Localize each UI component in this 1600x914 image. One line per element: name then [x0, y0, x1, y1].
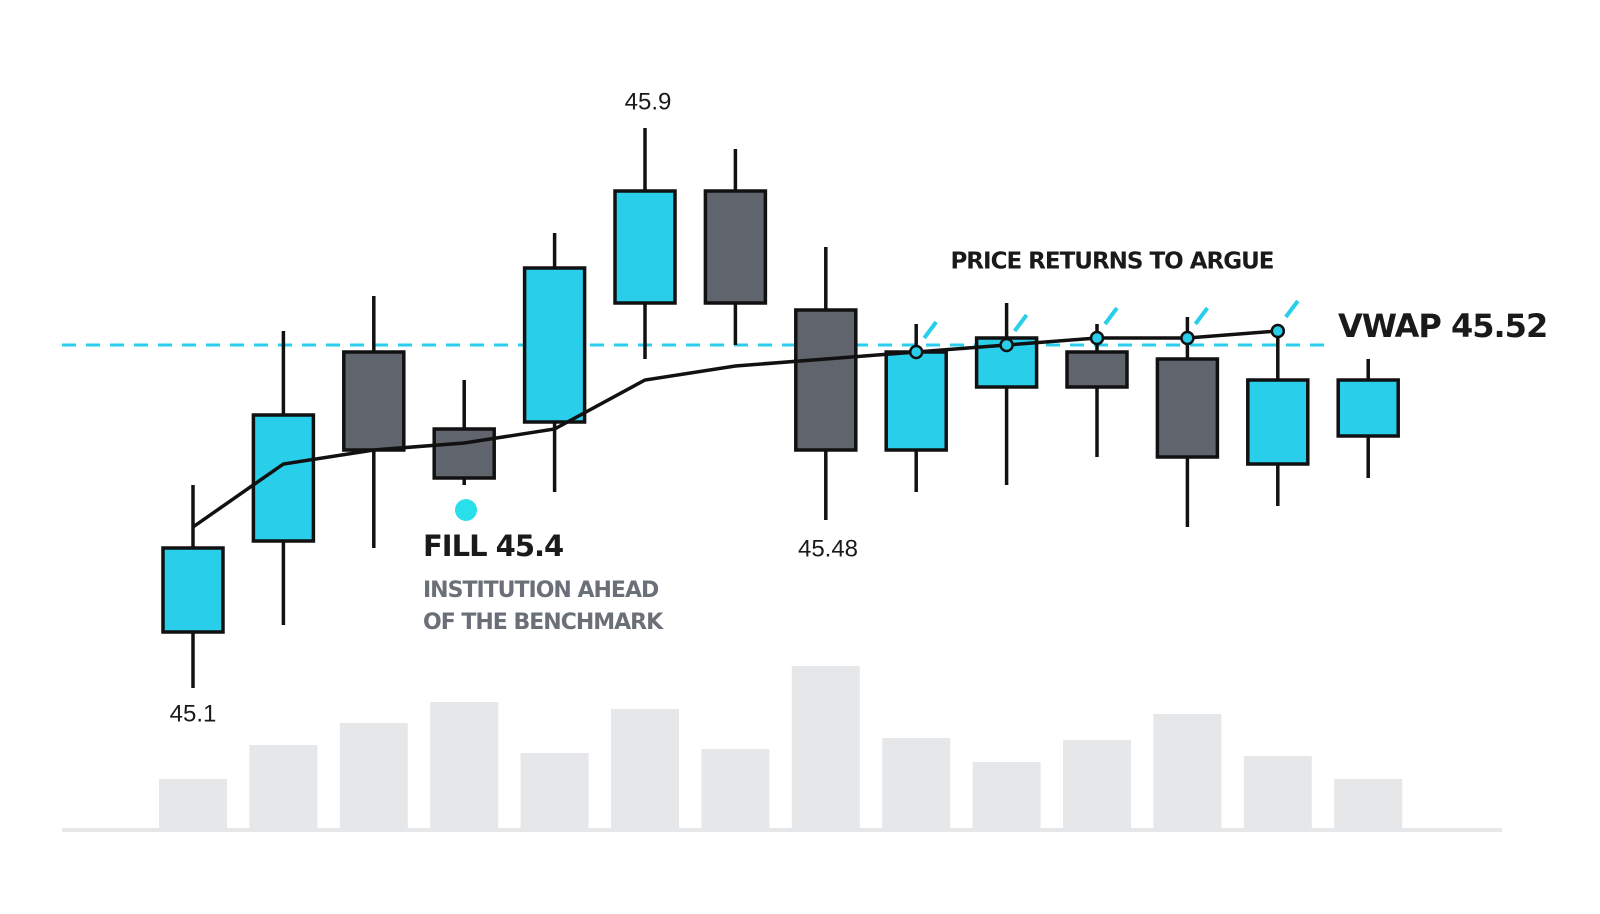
volume-bar — [430, 702, 499, 828]
fill-note: OF THE BENCHMARK — [423, 610, 664, 635]
fill-dot — [455, 499, 477, 521]
volume-bar — [159, 779, 227, 828]
pullback-label: 45.48 — [798, 535, 858, 562]
vwap-touch — [999, 337, 1014, 353]
high-label: 45.9 — [625, 88, 672, 115]
touch-tick — [922, 320, 938, 340]
volume-bar — [1153, 714, 1222, 828]
volume-bar — [249, 745, 318, 828]
volume-bar — [791, 666, 860, 828]
candle-body — [432, 427, 496, 480]
touch-tick — [1284, 299, 1300, 319]
candle-body — [161, 546, 225, 634]
touch-tick — [1103, 306, 1119, 326]
touch-tick — [1012, 313, 1029, 333]
vwap-touch — [1270, 323, 1286, 339]
touch-tick — [1193, 306, 1210, 326]
vwap-layer — [191, 299, 1300, 529]
vwap-touch — [1180, 330, 1195, 346]
vwap-label: VWAP 45.52 — [1338, 307, 1547, 345]
volume-layer — [159, 666, 1403, 828]
volume-bar — [611, 709, 679, 828]
candle-body — [794, 308, 858, 452]
candle-body — [884, 350, 948, 452]
fill-label: FILL 45.4 — [423, 529, 563, 563]
volume-bar — [972, 762, 1041, 828]
candle-body — [1336, 378, 1400, 438]
candle-body — [1155, 357, 1220, 459]
candle-body — [1065, 350, 1129, 389]
volume-bar — [1334, 779, 1403, 828]
candle-body — [522, 266, 587, 424]
candle-body — [342, 350, 406, 452]
returns-label: PRICE RETURNS TO ARGUE — [950, 249, 1273, 275]
fill-note: INSTITUTION AHEAD — [423, 578, 659, 603]
candle-body — [1246, 378, 1310, 466]
candle-body — [703, 189, 768, 305]
vwap-touch — [1089, 330, 1105, 346]
candle-body — [613, 189, 677, 305]
volume-bar — [1243, 756, 1312, 828]
volume-bar — [882, 738, 951, 828]
volume-bar — [520, 753, 589, 828]
volume-bar — [339, 723, 408, 828]
volume-bar — [1063, 740, 1131, 828]
volume-bar — [701, 749, 770, 828]
vwap-touch — [908, 344, 924, 360]
low-label: 45.1 — [170, 700, 217, 727]
candle-layer — [161, 128, 1400, 688]
